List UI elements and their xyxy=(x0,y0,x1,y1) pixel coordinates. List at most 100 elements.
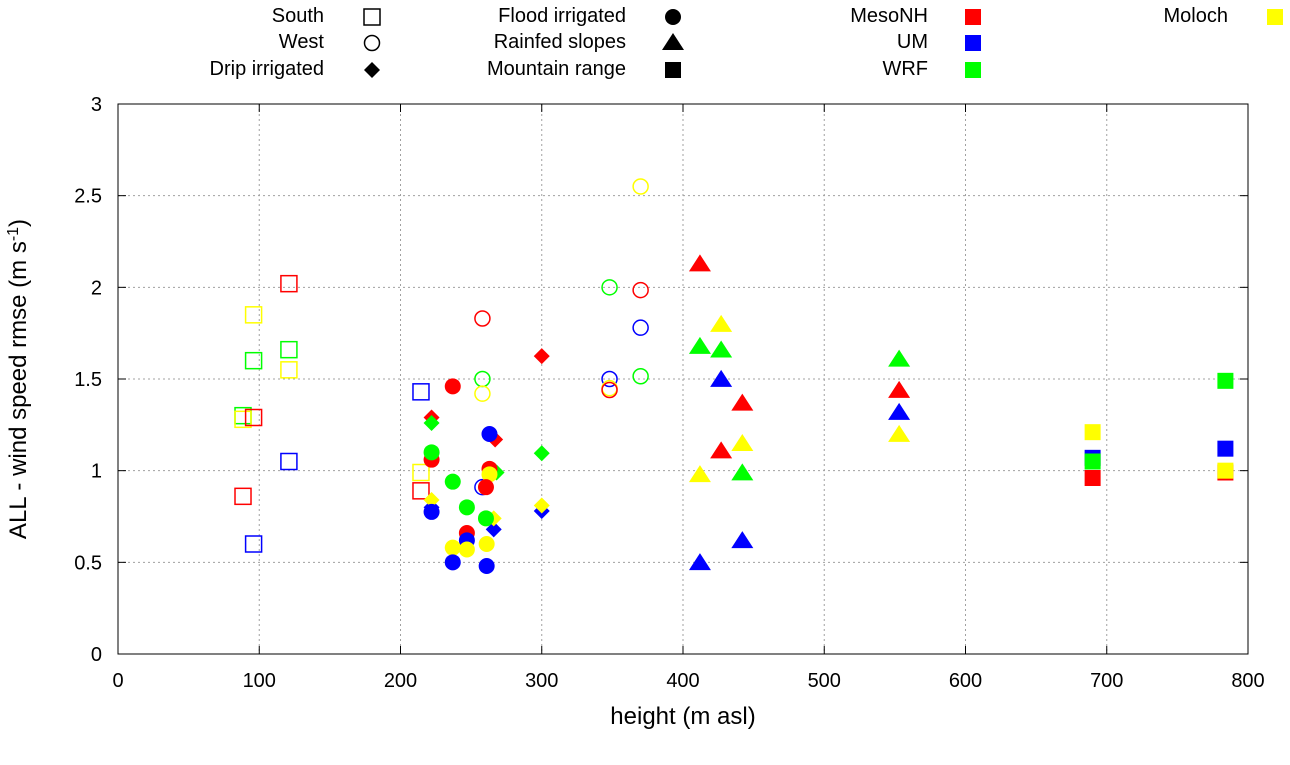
data-point-west-mesonh xyxy=(632,281,649,299)
data-point-flood-irrigated-moloch xyxy=(478,536,495,552)
legend-marker xyxy=(665,9,681,25)
data-point-drip-irrigated-mesonh xyxy=(533,348,550,365)
data-point-flood-irrigated-um xyxy=(423,503,440,520)
data-point-rainfed-slopes-wrf xyxy=(731,463,754,481)
data-point-flood-irrigated-moloch xyxy=(481,466,498,483)
data-point-drip-irrigated-wrf xyxy=(533,445,550,462)
data-point-rainfed-slopes-wrf xyxy=(710,340,733,358)
data-points xyxy=(234,178,1234,574)
data-point-west-mesonh xyxy=(601,381,618,399)
data-point-flood-irrigated-moloch xyxy=(458,541,475,558)
x-axis-label: height (m asl) xyxy=(610,703,755,730)
legend-label: UM xyxy=(897,31,928,53)
legend-label: Moloch xyxy=(1164,5,1228,27)
data-point-rainfed-slopes-um xyxy=(731,531,754,549)
data-point-south-mesonh xyxy=(244,408,263,427)
x-tick-label: 400 xyxy=(666,670,699,692)
data-point-flood-irrigated-wrf xyxy=(444,473,461,490)
data-point-rainfed-slopes-mesonh xyxy=(710,441,733,459)
data-point-south-wrf xyxy=(244,351,263,370)
data-point-rainfed-slopes-wrf xyxy=(888,349,911,367)
data-point-west-moloch xyxy=(632,178,649,195)
data-point-rainfed-slopes-um xyxy=(710,369,733,387)
data-point-south-um xyxy=(244,535,263,553)
x-tick-label: 700 xyxy=(1090,670,1123,692)
legend-label: MesoNH xyxy=(850,5,928,27)
legend-label: Drip irrigated xyxy=(210,58,324,80)
data-point-south-moloch xyxy=(234,410,252,429)
data-point-rainfed-slopes-mesonh xyxy=(731,393,754,411)
data-point-south-mesonh xyxy=(412,482,430,500)
data-point-rainfed-slopes-mesonh xyxy=(688,254,711,272)
data-point-mountain-range-um xyxy=(1217,440,1234,457)
data-point-south-um xyxy=(280,452,298,471)
data-point-flood-irrigated-mesonh xyxy=(444,378,461,395)
legend-marker xyxy=(1267,9,1283,25)
data-point-mountain-range-moloch xyxy=(1084,424,1101,441)
data-point-mountain-range-moloch xyxy=(1217,462,1234,479)
data-point-west-wrf xyxy=(601,279,618,296)
legend-label: Flood irrigated xyxy=(498,5,626,27)
legend-label: WRF xyxy=(882,58,928,80)
data-point-west-um xyxy=(601,370,618,388)
legend-label: Mountain range xyxy=(487,58,626,80)
data-point-south-mesonh xyxy=(234,487,252,506)
data-point-mountain-range-mesonh xyxy=(1084,470,1101,486)
x-tick-label: 800 xyxy=(1231,670,1264,692)
x-tick-label: 200 xyxy=(384,670,417,692)
data-point-flood-irrigated-mesonh xyxy=(477,479,494,496)
legend-marker xyxy=(364,62,380,78)
legend-marker xyxy=(665,62,681,78)
x-tick-label: 600 xyxy=(949,670,982,692)
data-point-rainfed-slopes-moloch xyxy=(710,314,733,332)
legend-marker xyxy=(965,9,981,25)
y-tick-label: 0 xyxy=(91,644,102,666)
data-point-rainfed-slopes-moloch xyxy=(731,434,754,451)
data-point-south-moloch xyxy=(244,306,263,324)
x-tick-label: 0 xyxy=(112,670,123,692)
data-point-south-moloch xyxy=(280,361,298,379)
data-point-mountain-range-wrf xyxy=(1217,372,1234,389)
axis-ticks: 0 100 200 300 400 500 600 700 800 0 0.5 1 1.5 2 2.5 3 xyxy=(74,94,1265,692)
data-point-rainfed-slopes-mesonh xyxy=(888,380,911,398)
legend-marker xyxy=(965,62,981,78)
data-point-drip-irrigated-moloch xyxy=(533,497,550,514)
x-tick-label: 100 xyxy=(243,670,276,692)
legend-marker xyxy=(363,8,381,26)
data-point-flood-irrigated-um xyxy=(478,558,495,574)
data-point-mountain-range-wrf xyxy=(1084,453,1101,470)
data-point-flood-irrigated-um xyxy=(444,554,461,571)
data-point-west-wrf xyxy=(474,370,491,388)
data-point-west-wrf xyxy=(632,368,649,385)
data-point-rainfed-slopes-moloch xyxy=(688,465,711,483)
legend-label: West xyxy=(279,31,325,53)
y-axis-label: ALL - wind speed rmse (m s-1) xyxy=(5,219,33,539)
x-tick-label: 500 xyxy=(808,670,841,692)
data-point-west-moloch xyxy=(474,385,491,402)
data-point-rainfed-slopes-moloch xyxy=(888,424,911,442)
data-point-flood-irrigated-moloch xyxy=(444,539,461,556)
data-point-flood-irrigated-um xyxy=(481,426,498,442)
data-point-flood-irrigated-wrf xyxy=(458,499,475,516)
data-point-south-moloch xyxy=(412,463,430,482)
data-point-flood-irrigated-wrf xyxy=(423,444,440,461)
grid xyxy=(118,104,1248,654)
data-point-flood-irrigated-wrf xyxy=(477,510,494,527)
legend-marker xyxy=(965,35,981,51)
data-point-south-wrf xyxy=(280,340,298,359)
data-point-rainfed-slopes-wrf xyxy=(688,336,711,354)
legend-label: South xyxy=(272,5,324,27)
legend-marker xyxy=(662,33,684,50)
data-point-rainfed-slopes-um xyxy=(688,553,711,571)
legend-label: Rainfed slopes xyxy=(494,31,626,53)
legend-marker xyxy=(363,34,381,52)
data-point-south-mesonh xyxy=(280,274,298,293)
data-point-west-mesonh xyxy=(474,310,491,327)
y-tick-label: 2.5 xyxy=(74,186,102,208)
data-point-south-um xyxy=(412,383,430,401)
legend: South West Drip irrigated Flood irrigated Ra… xyxy=(210,5,1283,80)
data-point-rainfed-slopes-um xyxy=(888,402,911,420)
y-tick-label: 3 xyxy=(91,94,102,116)
data-point-west-um xyxy=(632,319,649,336)
